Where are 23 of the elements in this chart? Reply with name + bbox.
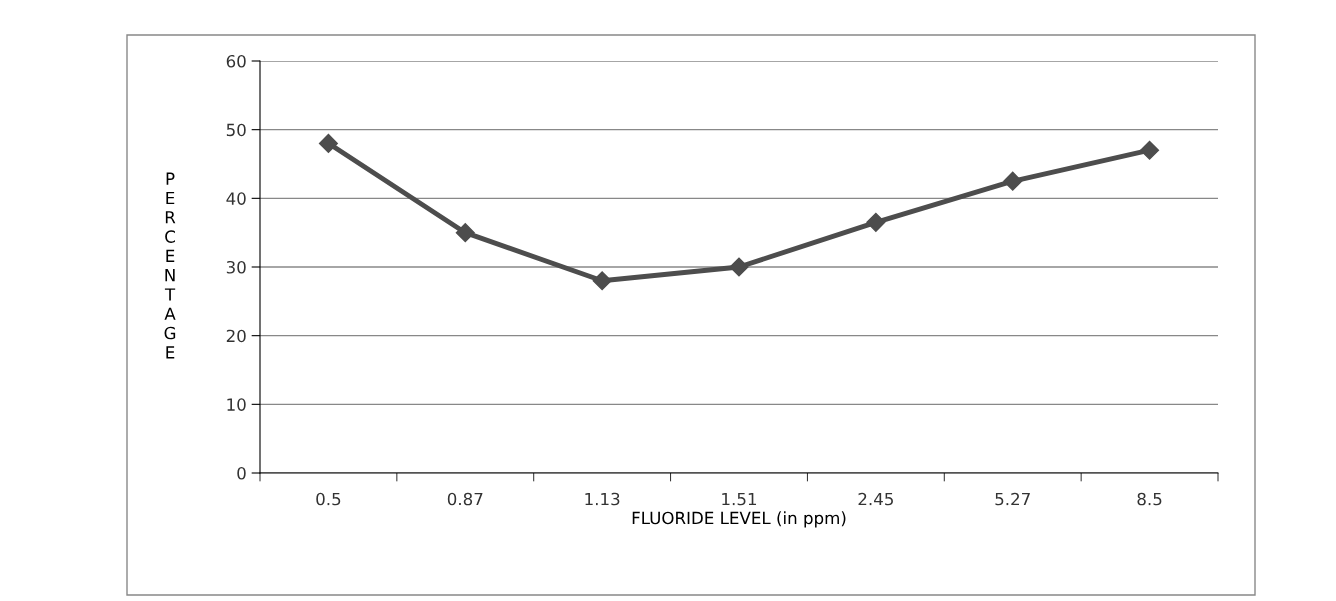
y-tick-label: 20 [226,329,246,343]
y-tick-label: 40 [226,192,246,205]
y-tick-label: 10 [227,398,246,411]
y-tick-label: 30 [226,260,246,274]
point [1003,171,1023,191]
x-tick-label: 1.51 [722,492,757,506]
point [1140,140,1160,160]
x-tick-label: 0.87 [447,492,483,506]
x-tick-label: 5.27 [995,492,1030,506]
point [318,133,338,153]
y-tick-label: 0 [237,466,246,480]
x-tick-label: 0.5 [316,492,341,506]
y-tick-label: 60 [226,54,246,68]
text: PERCENTAGE [164,172,176,359]
point [729,257,749,277]
y-tick-label: 50 [226,123,246,137]
point [455,223,475,243]
x-tick-label: 8.5 [1137,492,1162,506]
x-tick-label: 2.45 [858,492,893,506]
point [592,271,612,291]
x-axis-title: FLUORIDE LEVEL (in ppm) [632,511,846,528]
x-tick-label: 1.13 [585,492,620,506]
point [866,212,886,232]
